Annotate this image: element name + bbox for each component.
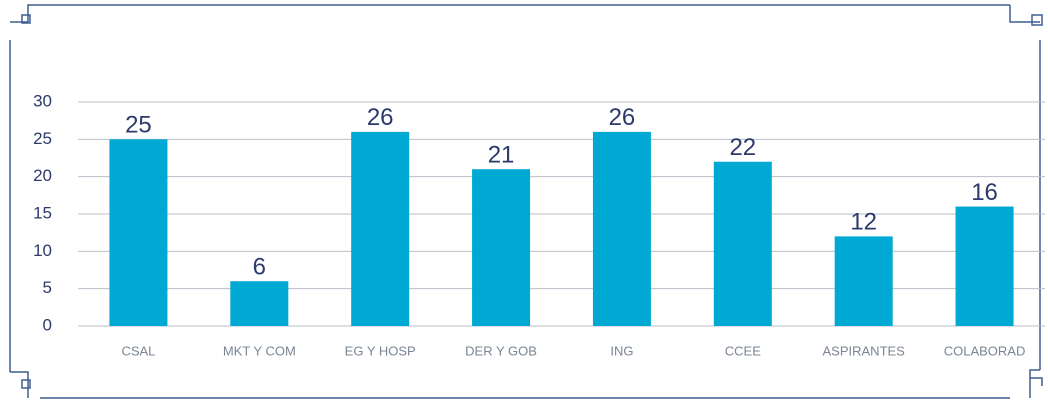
x-tick-label: CCEE	[725, 343, 761, 358]
value-label: 26	[609, 104, 636, 131]
value-label: 22	[729, 134, 756, 161]
x-tick-label: CSAL	[121, 343, 155, 358]
x-tick-label: ING	[610, 343, 633, 358]
y-tick-label: 10	[33, 241, 52, 260]
y-tick-label: 20	[33, 166, 52, 185]
x-tick-label: MKT Y COM	[223, 343, 296, 358]
x-tick-label: EG Y HOSP	[345, 343, 416, 358]
bar	[955, 206, 1014, 326]
frame	[9, 4, 1043, 399]
y-tick-label: 15	[33, 203, 52, 222]
y-tick-label: 0	[43, 315, 52, 334]
x-tick-label: COLABORAD	[944, 343, 1026, 358]
bar	[472, 169, 531, 326]
bar	[713, 161, 772, 326]
value-label: 21	[488, 142, 515, 169]
bar	[230, 281, 289, 326]
x-tick-label: DER Y GOB	[465, 343, 537, 358]
bar	[834, 236, 893, 326]
value-label: 26	[367, 104, 394, 131]
value-label: 12	[850, 209, 877, 236]
value-label: 16	[971, 179, 998, 206]
y-tick-label: 30	[33, 91, 52, 110]
y-tick-label: 5	[43, 278, 52, 297]
y-tick-label: 25	[33, 129, 52, 148]
bar	[109, 139, 168, 326]
bar	[592, 131, 651, 326]
value-label: 25	[125, 112, 152, 139]
value-label: 6	[253, 254, 266, 281]
x-tick-label: ASPIRANTES	[823, 343, 906, 358]
bar	[351, 131, 410, 326]
